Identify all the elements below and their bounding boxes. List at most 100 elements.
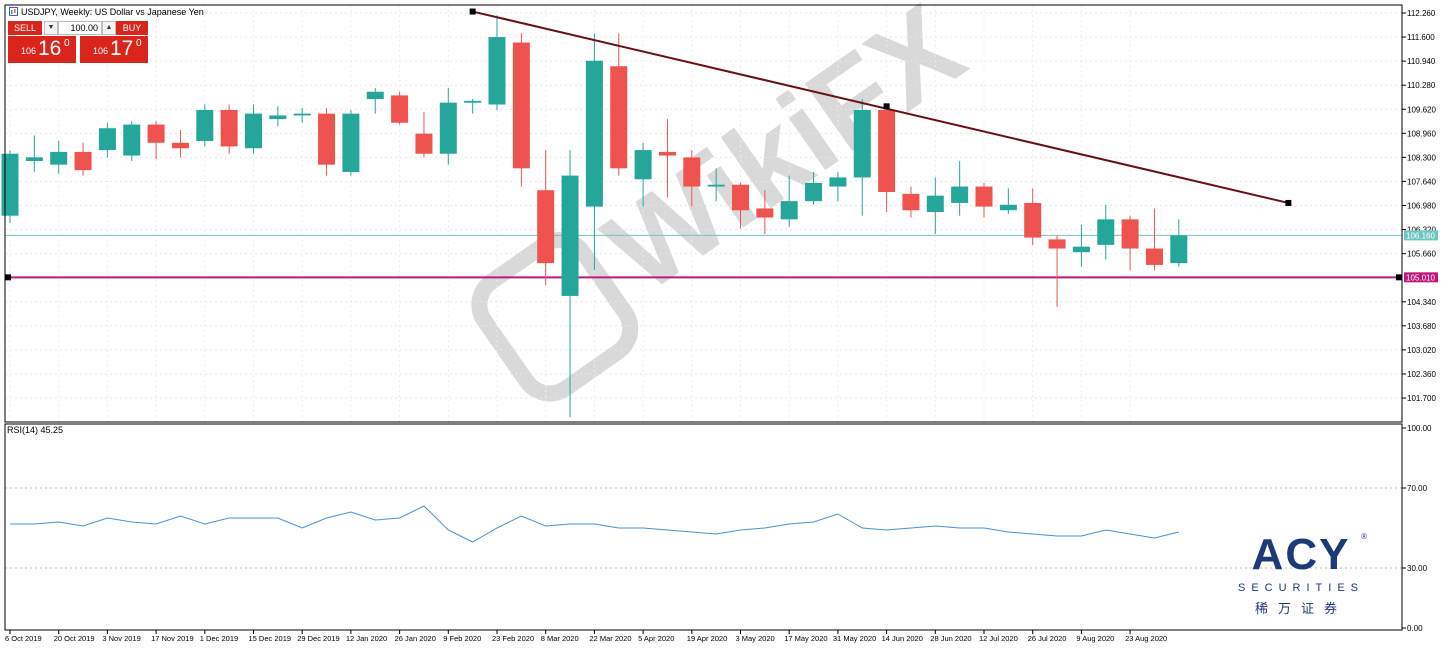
x-tick-label: 17 Nov 2019	[151, 634, 194, 643]
candle-body	[245, 113, 262, 149]
candle-body	[853, 109, 871, 178]
x-tick-label: 26 Jul 2020	[1028, 634, 1067, 643]
x-tick-label: 5 Apr 2020	[638, 634, 674, 643]
rsi-title: RSI(14) 45.25	[7, 425, 63, 435]
price-chart	[1, 5, 1402, 422]
candle-body	[269, 115, 287, 120]
rsi-y-tick-label: 100.00	[1407, 424, 1432, 433]
y-tick-label: 110.280	[1407, 81, 1436, 90]
x-tick-label: 9 Feb 2020	[443, 634, 481, 643]
x-tick-label: 3 Nov 2019	[102, 634, 140, 643]
trendline	[472, 10, 1289, 204]
x-tick-label: 3 May 2020	[736, 634, 775, 643]
candle-body	[756, 208, 774, 218]
support-price-label: 105.010	[1406, 273, 1435, 282]
candle-body	[171, 142, 189, 149]
candle-body	[610, 66, 628, 169]
x-tick-label: 31 May 2020	[833, 634, 876, 643]
candle-body	[1024, 202, 1042, 238]
y-tick-label: 108.300	[1407, 153, 1436, 162]
x-tick-label: 14 Jun 2020	[882, 634, 923, 643]
y-tick-label: 105.660	[1407, 250, 1436, 259]
y-tick-label: 103.680	[1407, 322, 1436, 331]
rsi-y-tick-label: 70.00	[1407, 484, 1428, 493]
candle-body	[1072, 246, 1090, 253]
candle-body	[780, 201, 798, 220]
candle-body	[707, 184, 725, 187]
rsi-frame	[4, 423, 1403, 631]
candle-body	[658, 151, 676, 156]
y-tick-label: 111.600	[1407, 33, 1435, 42]
candle-body	[439, 102, 457, 154]
candle-body	[415, 133, 433, 154]
candle-body	[318, 113, 336, 165]
logo-main-text: ACY	[1251, 530, 1351, 579]
current-price-label: 106.160	[1406, 231, 1435, 240]
wikifx-watermark-logo	[471, 232, 639, 402]
buy-price-fraction: 0	[136, 38, 142, 49]
candle-body	[1145, 248, 1163, 265]
candle-body	[1048, 239, 1066, 249]
trendline-handle	[469, 8, 476, 15]
candle-body	[25, 157, 43, 162]
rsi-line	[10, 505, 1179, 543]
candle-body	[585, 60, 603, 207]
lot-decrease-button[interactable]: ▼	[44, 21, 58, 35]
sell-price-pips: 16	[38, 37, 62, 60]
candle-body	[926, 195, 944, 213]
support-line-handle	[5, 274, 11, 281]
x-tick-label: 6 Oct 2019	[5, 634, 42, 643]
candle-body	[147, 124, 165, 143]
candle-body	[512, 42, 530, 169]
candle-body	[74, 151, 92, 171]
candle-body	[342, 113, 360, 172]
buy-button[interactable]: BUY	[116, 21, 148, 35]
sell-button[interactable]: SELL	[8, 21, 42, 35]
x-tick-label: 1 Dec 2019	[200, 634, 238, 643]
candle-body	[1, 153, 19, 216]
candle-body	[293, 113, 311, 116]
trendline-handle	[1285, 199, 1292, 206]
x-tick-label: 22 Mar 2020	[589, 634, 631, 643]
candle-body	[50, 151, 68, 165]
rsi-indicator	[5, 487, 1402, 569]
candle-body	[732, 184, 749, 211]
sell-price-fraction: 0	[64, 38, 70, 49]
acy-securities-logo: ACY ® SECURITIES 稀万证券	[1231, 532, 1371, 617]
candle-body	[975, 186, 993, 207]
y-tick-label: 106.980	[1407, 202, 1436, 211]
x-tick-label: 8 Mar 2020	[541, 634, 579, 643]
candle-body	[805, 182, 823, 202]
buy-price[interactable]: 106 17 0	[80, 36, 148, 63]
candle-body	[488, 37, 506, 105]
candle-body	[561, 175, 579, 296]
logo-sub-text: SECURITIES	[1237, 582, 1364, 594]
x-tick-label: 19 Apr 2020	[687, 634, 727, 643]
y-tick-label: 101.700	[1407, 394, 1436, 403]
y-tick-label: 112.260	[1407, 9, 1436, 18]
x-tick-label: 26 Jan 2020	[395, 634, 436, 643]
y-tick-label: 104.340	[1407, 298, 1436, 307]
candle-body	[123, 124, 141, 156]
x-tick-label: 28 Jun 2020	[930, 634, 971, 643]
candle-body	[1097, 219, 1115, 245]
sell-price[interactable]: 106 16 0	[8, 36, 76, 63]
candle-body	[829, 177, 847, 187]
x-tick-label: 12 Jan 2020	[346, 634, 387, 643]
candle-body	[537, 190, 555, 264]
candle-body	[366, 91, 384, 100]
symbol-chart-icon	[9, 7, 18, 16]
candle-body	[902, 193, 920, 211]
x-tick-label: 15 Dec 2019	[249, 634, 292, 643]
x-tick-label: 17 May 2020	[784, 634, 827, 643]
rsi-y-tick-label: 0.00	[1407, 624, 1423, 633]
lot-increase-button[interactable]: ▲	[102, 21, 116, 35]
lot-size-input[interactable]: 100.00	[58, 21, 102, 35]
candle-body	[951, 186, 969, 203]
buy-price-prefix: 106	[93, 46, 109, 56]
x-tick-label: 9 Aug 2020	[1076, 634, 1114, 643]
candle-body	[98, 128, 116, 151]
sell-price-prefix: 106	[21, 46, 37, 56]
buy-price-pips: 17	[110, 37, 134, 60]
